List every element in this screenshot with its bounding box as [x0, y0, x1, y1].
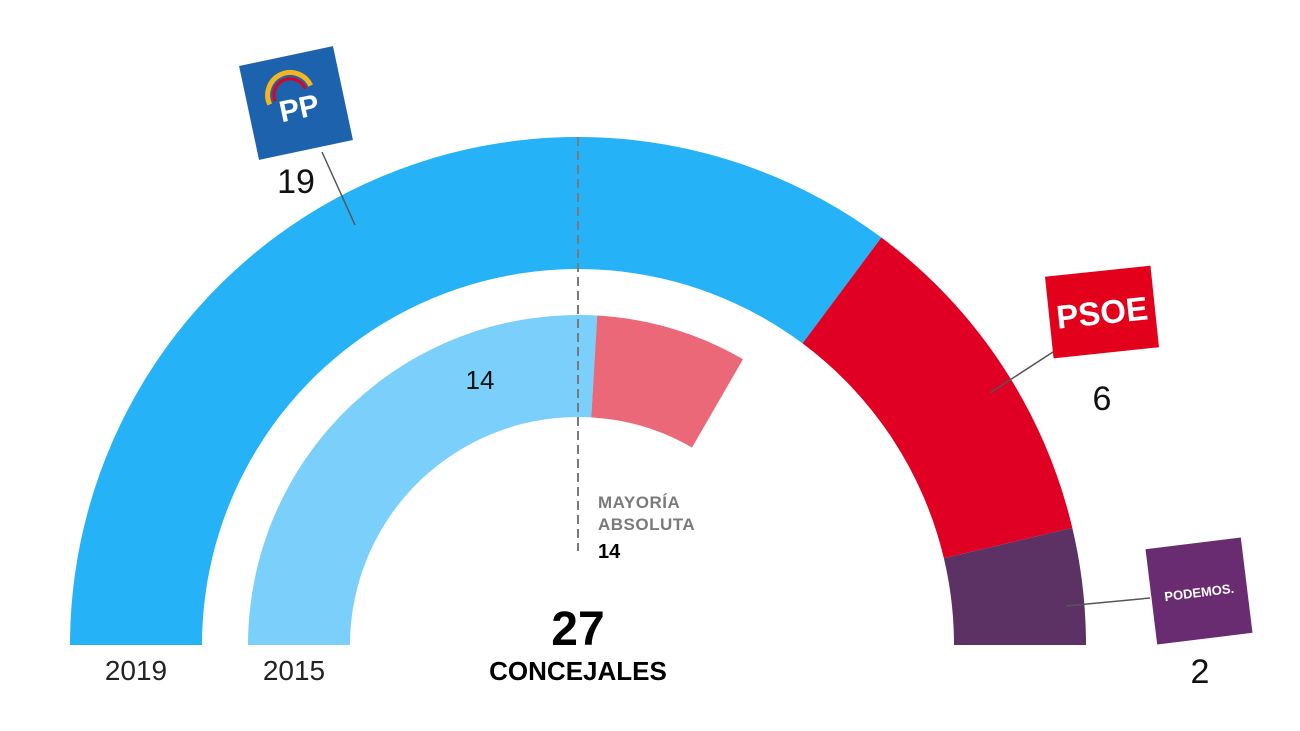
pp-logo-arc-inner [272, 77, 307, 102]
majority-label-line2: ABSOLUTA [598, 515, 695, 534]
pp-logo-text: PP [276, 89, 322, 130]
ring-2019-segment-psoe [802, 237, 1073, 559]
podemos-logo: PODEMOS. [1145, 537, 1253, 645]
psoe-logo-bg [1045, 265, 1159, 359]
year-label-2019: 2019 [105, 655, 167, 686]
seat-label-2019-psoe: 6 [1093, 380, 1112, 418]
seat-label-2019-podemos: 2 [1191, 653, 1210, 691]
ring-2019-segment-podemos [943, 527, 1086, 645]
ring-2015-segment-psoe [591, 315, 743, 448]
callouts-layer [321, 151, 1151, 607]
rings-layer [70, 136, 1086, 645]
pp-logo-bg [239, 46, 353, 160]
ring-2015-segment-pp [248, 314, 598, 645]
total-label: CONCEJALES [489, 656, 667, 686]
majority-value: 14 [598, 541, 621, 563]
psoe-callout-line [989, 349, 1057, 394]
total-seats: 27 [551, 603, 604, 656]
year-label-2015: 2015 [263, 655, 325, 686]
podemos-logo-bg [1145, 537, 1253, 645]
ring-2019-segment-pp [70, 136, 882, 645]
pp-callout-line [321, 151, 356, 226]
majority-label-line1: MAYORÍA [598, 493, 680, 512]
seat-label-2019-pp: 19 [277, 163, 315, 201]
pp-logo-arc [265, 70, 313, 106]
podemos-callout-line [1065, 597, 1151, 607]
psoe-logo: PSOE [1045, 265, 1159, 359]
seat-label-2015-pp: 14 [466, 365, 495, 395]
seat-label-2015-psoe: 4 [837, 534, 851, 564]
pp-logo: PP [239, 46, 353, 160]
